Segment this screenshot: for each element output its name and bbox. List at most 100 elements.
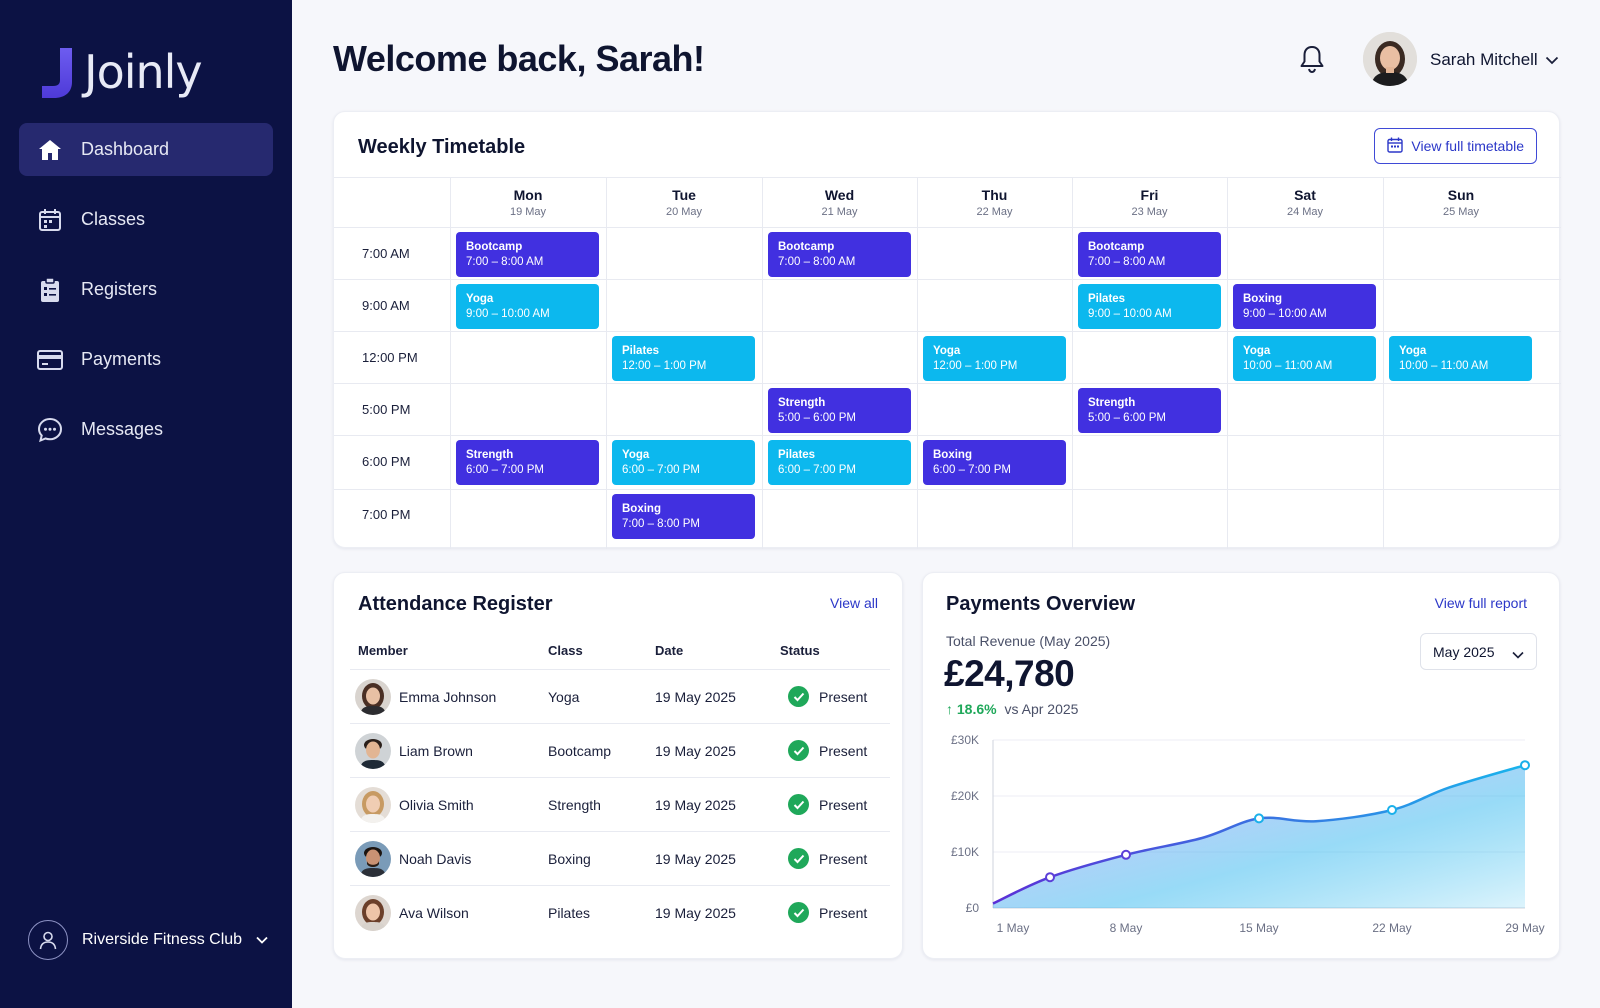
check-circle-icon xyxy=(788,686,809,707)
class-event-yoga[interactable]: Yoga 12:00 – 1:00 PM xyxy=(923,336,1066,381)
joinly-logo[interactable]: Joinly xyxy=(38,44,203,100)
attendance-title: Attendance Register xyxy=(358,593,553,615)
class-event-boxing[interactable]: Boxing 7:00 – 8:00 PM xyxy=(612,494,755,539)
day-name: Thu xyxy=(981,187,1008,203)
day-name: Mon xyxy=(513,187,543,203)
class-event-strength[interactable]: Strength 5:00 – 6:00 PM xyxy=(1078,388,1221,433)
club-name: Riverside Fitness Club xyxy=(82,931,243,948)
event-name: Strength xyxy=(466,449,514,461)
time-label: 7:00 PM xyxy=(362,507,411,522)
chevron-down-icon[interactable] xyxy=(1545,52,1559,70)
day-name: Fri xyxy=(1140,187,1159,203)
day-name: Sat xyxy=(1294,187,1316,203)
date: 19 May 2025 xyxy=(655,689,736,705)
class-event-yoga[interactable]: Yoga 10:00 – 11:00 AM xyxy=(1389,336,1532,381)
member-name: Olivia Smith xyxy=(399,797,474,813)
check-circle-icon xyxy=(788,740,809,761)
class-event-bootcamp[interactable]: Bootcamp 7:00 – 8:00 AM xyxy=(456,232,599,277)
day-header-tue: Tue 20 May xyxy=(606,177,762,227)
class-name: Bootcamp xyxy=(548,743,612,759)
grid-line xyxy=(334,383,1561,384)
month-select[interactable]: May 2025 xyxy=(1420,633,1537,670)
event-time: 6:00 – 7:00 PM xyxy=(778,464,856,476)
class-event-yoga[interactable]: Yoga 10:00 – 11:00 AM xyxy=(1233,336,1376,381)
bell-icon[interactable] xyxy=(1298,44,1326,74)
grid-line xyxy=(762,177,763,549)
series-area xyxy=(993,765,1525,908)
time-label: 9:00 AM xyxy=(362,298,410,313)
class-event-boxing[interactable]: Boxing 9:00 – 10:00 AM xyxy=(1233,284,1376,329)
sidebar-item-registers[interactable]: Registers xyxy=(19,263,273,316)
table-row[interactable]: Olivia Smith Strength 19 May 2025 Presen… xyxy=(350,777,890,831)
chevron-down-icon xyxy=(1512,646,1524,662)
sidebar-item-label: Payments xyxy=(81,349,162,369)
event-time: 7:00 – 8:00 PM xyxy=(622,518,700,530)
member-name: Liam Brown xyxy=(399,743,473,759)
event-name: Yoga xyxy=(466,293,494,305)
event-name: Strength xyxy=(1088,397,1136,409)
column-header-member: Member xyxy=(358,643,408,658)
table-row[interactable]: Emma Johnson Yoga 19 May 2025 Present xyxy=(350,669,890,723)
member-name: Noah Davis xyxy=(399,851,472,867)
data-point xyxy=(1045,872,1055,883)
event-name: Bootcamp xyxy=(466,241,523,253)
event-time: 6:00 – 7:00 PM xyxy=(466,464,544,476)
class-name: Pilates xyxy=(548,905,591,921)
table-row[interactable]: Liam Brown Bootcamp 19 May 2025 Present xyxy=(350,723,890,777)
revenue-change: ↑ 18.6% vs Apr 2025 xyxy=(946,701,1078,717)
class-event-pilates[interactable]: Pilates 12:00 – 1:00 PM xyxy=(612,336,755,381)
event-name: Boxing xyxy=(1243,293,1282,305)
date: 19 May 2025 xyxy=(655,851,736,867)
day-date: 19 May xyxy=(509,206,547,218)
avatar xyxy=(355,787,391,823)
class-event-pilates[interactable]: Pilates 9:00 – 10:00 AM xyxy=(1078,284,1221,329)
user-avatar[interactable] xyxy=(1363,32,1417,86)
brand-name: Joinly xyxy=(84,45,203,99)
x-tick-label: 8 May xyxy=(1110,921,1143,935)
event-time: 10:00 – 11:00 AM xyxy=(1243,360,1333,372)
class-event-yoga[interactable]: Yoga 9:00 – 10:00 AM xyxy=(456,284,599,329)
credit-card-icon xyxy=(37,347,63,373)
view-full-timetable-button[interactable]: View full timetable xyxy=(1374,128,1537,164)
class-event-boxing[interactable]: Boxing 6:00 – 7:00 PM xyxy=(923,440,1066,485)
club-switcher[interactable]: Riverside Fitness Club xyxy=(28,920,268,960)
event-name: Boxing xyxy=(622,503,661,515)
time-label: 7:00 AM xyxy=(362,246,410,261)
day-date: 24 May xyxy=(1286,206,1324,218)
class-event-bootcamp[interactable]: Bootcamp 7:00 – 8:00 AM xyxy=(768,232,911,277)
day-date: 22 May xyxy=(976,206,1013,218)
timetable-title: Weekly Timetable xyxy=(358,136,526,158)
table-row[interactable]: Noah Davis Boxing 19 May 2025 Present xyxy=(350,831,890,885)
class-event-strength[interactable]: Strength 6:00 – 7:00 PM xyxy=(456,440,599,485)
status-text: Present xyxy=(819,905,868,921)
change-suffix: vs Apr 2025 xyxy=(1004,701,1079,717)
grid-line xyxy=(606,177,607,549)
arrow-up-icon: ↑ xyxy=(946,701,953,717)
table-row[interactable]: Ava Wilson Pilates 19 May 2025 Present xyxy=(350,885,890,939)
y-tick-label: £0 xyxy=(966,901,980,915)
time-label: 5:00 PM xyxy=(362,402,411,417)
user-name[interactable]: Sarah Mitchell xyxy=(1430,50,1538,69)
avatar xyxy=(355,895,391,931)
y-tick-label: £10K xyxy=(951,845,979,859)
data-point xyxy=(1387,805,1397,815)
sidebar-item-messages[interactable]: Messages xyxy=(19,403,273,456)
sidebar-item-payments[interactable]: Payments xyxy=(19,333,273,386)
chevron-down-icon xyxy=(256,931,268,949)
logo-mark-icon xyxy=(42,48,72,98)
class-event-strength[interactable]: Strength 5:00 – 6:00 PM xyxy=(768,388,911,433)
class-event-yoga[interactable]: Yoga 6:00 – 7:00 PM xyxy=(612,440,755,485)
sidebar-item-classes[interactable]: Classes xyxy=(19,193,273,246)
class-event-pilates[interactable]: Pilates 6:00 – 7:00 PM xyxy=(768,440,911,485)
class-name: Yoga xyxy=(548,689,580,705)
view-all-link[interactable]: View all xyxy=(830,595,878,611)
grid-line xyxy=(334,227,1561,228)
day-header-fri: Fri 23 May xyxy=(1072,177,1227,227)
revenue-chart: £0 £10K £20K £30K 1 May 8 May 15 May 22 May 29 M… xyxy=(951,733,1545,935)
month-select-value: May 2025 xyxy=(1433,644,1495,660)
sidebar-item-dashboard[interactable]: Dashboard xyxy=(19,123,273,176)
sidebar-item-label: Dashboard xyxy=(81,139,170,159)
class-event-bootcamp[interactable]: Bootcamp 7:00 – 8:00 AM xyxy=(1078,232,1221,277)
view-full-report-link[interactable]: View full report xyxy=(1434,595,1527,611)
data-point xyxy=(1254,813,1264,824)
